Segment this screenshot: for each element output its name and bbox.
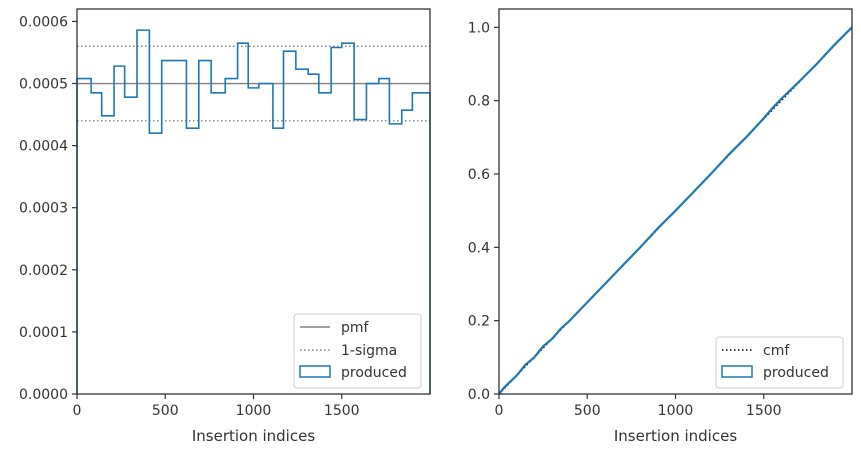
left-x-tick-label: 0 bbox=[73, 403, 82, 419]
left-x-axis-ticks: 0 500 1000 1500 bbox=[73, 394, 360, 419]
right-x-tick-label: 500 bbox=[574, 403, 601, 419]
legend-produced-label: produced bbox=[341, 365, 407, 381]
left-y-tick-label: 0.0000 bbox=[19, 387, 68, 403]
right-x-tick-label: 1000 bbox=[658, 403, 694, 419]
legend-cmf-label: cmf bbox=[763, 343, 790, 359]
legend-1-sigma-label: 1-sigma bbox=[341, 343, 397, 359]
legend-pmf-label: pmf bbox=[341, 320, 370, 336]
left-y-tick-label: 0.0003 bbox=[19, 201, 68, 217]
right-x-tick-label: 1500 bbox=[746, 403, 782, 419]
right-x-axis-label: Insertion indices bbox=[614, 427, 737, 445]
left-legend: pmf 1-sigma produced bbox=[293, 313, 422, 389]
left-y-tick-label: 0.0001 bbox=[19, 325, 68, 341]
right-legend-box bbox=[715, 336, 844, 389]
left-y-tick-label: 0.0002 bbox=[19, 263, 68, 279]
left-x-tick-label: 1000 bbox=[236, 403, 272, 419]
left-x-tick-label: 500 bbox=[152, 403, 179, 419]
right-y-tick-label: 0.8 bbox=[468, 94, 490, 110]
right-x-axis-ticks: 0 500 1000 1500 bbox=[495, 394, 782, 419]
right-y-tick-label: 0.4 bbox=[468, 240, 490, 256]
left-y-tick-label: 0.0004 bbox=[19, 139, 68, 155]
right-chart: 0 500 1000 1500 0.0 0.2 0.4 0.6 0.8 1.0 Insertio… bbox=[468, 8, 853, 445]
right-y-tick-label: 0.6 bbox=[468, 167, 490, 183]
right-legend: cmf produced bbox=[715, 336, 844, 389]
left-y-axis-ticks: 0.0000 0.0001 0.0002 0.0003 0.0004 0.0005 0.00… bbox=[19, 14, 77, 403]
right-plot-area bbox=[498, 26, 853, 395]
right-y-axis-ticks: 0.0 0.2 0.4 0.6 0.8 1.0 bbox=[468, 20, 499, 403]
right-x-tick-label: 0 bbox=[495, 403, 504, 419]
legend-produced-label: produced bbox=[763, 365, 829, 381]
left-legend-box bbox=[293, 313, 422, 389]
right-y-tick-label: 1.0 bbox=[468, 20, 490, 36]
left-chart: 0 500 1000 1500 0.00000.00010.00020.00030.0… bbox=[19, 8, 431, 445]
left-y-tick-label: 0.0005 bbox=[19, 77, 68, 93]
produced-series-line bbox=[498, 26, 853, 395]
left-x-axis-label: Insertion indices bbox=[192, 427, 315, 445]
left-y-tick-label: 0.0006 bbox=[19, 14, 68, 30]
right-y-tick-label: 0.2 bbox=[468, 314, 490, 330]
left-plot-area bbox=[76, 29, 431, 394]
produced-histogram-step bbox=[76, 29, 431, 394]
right-y-tick-label: 0.0 bbox=[468, 387, 490, 403]
legend-produced-swatch bbox=[721, 365, 753, 378]
legend-produced-swatch bbox=[299, 365, 331, 378]
left-x-tick-label: 1500 bbox=[324, 403, 360, 419]
